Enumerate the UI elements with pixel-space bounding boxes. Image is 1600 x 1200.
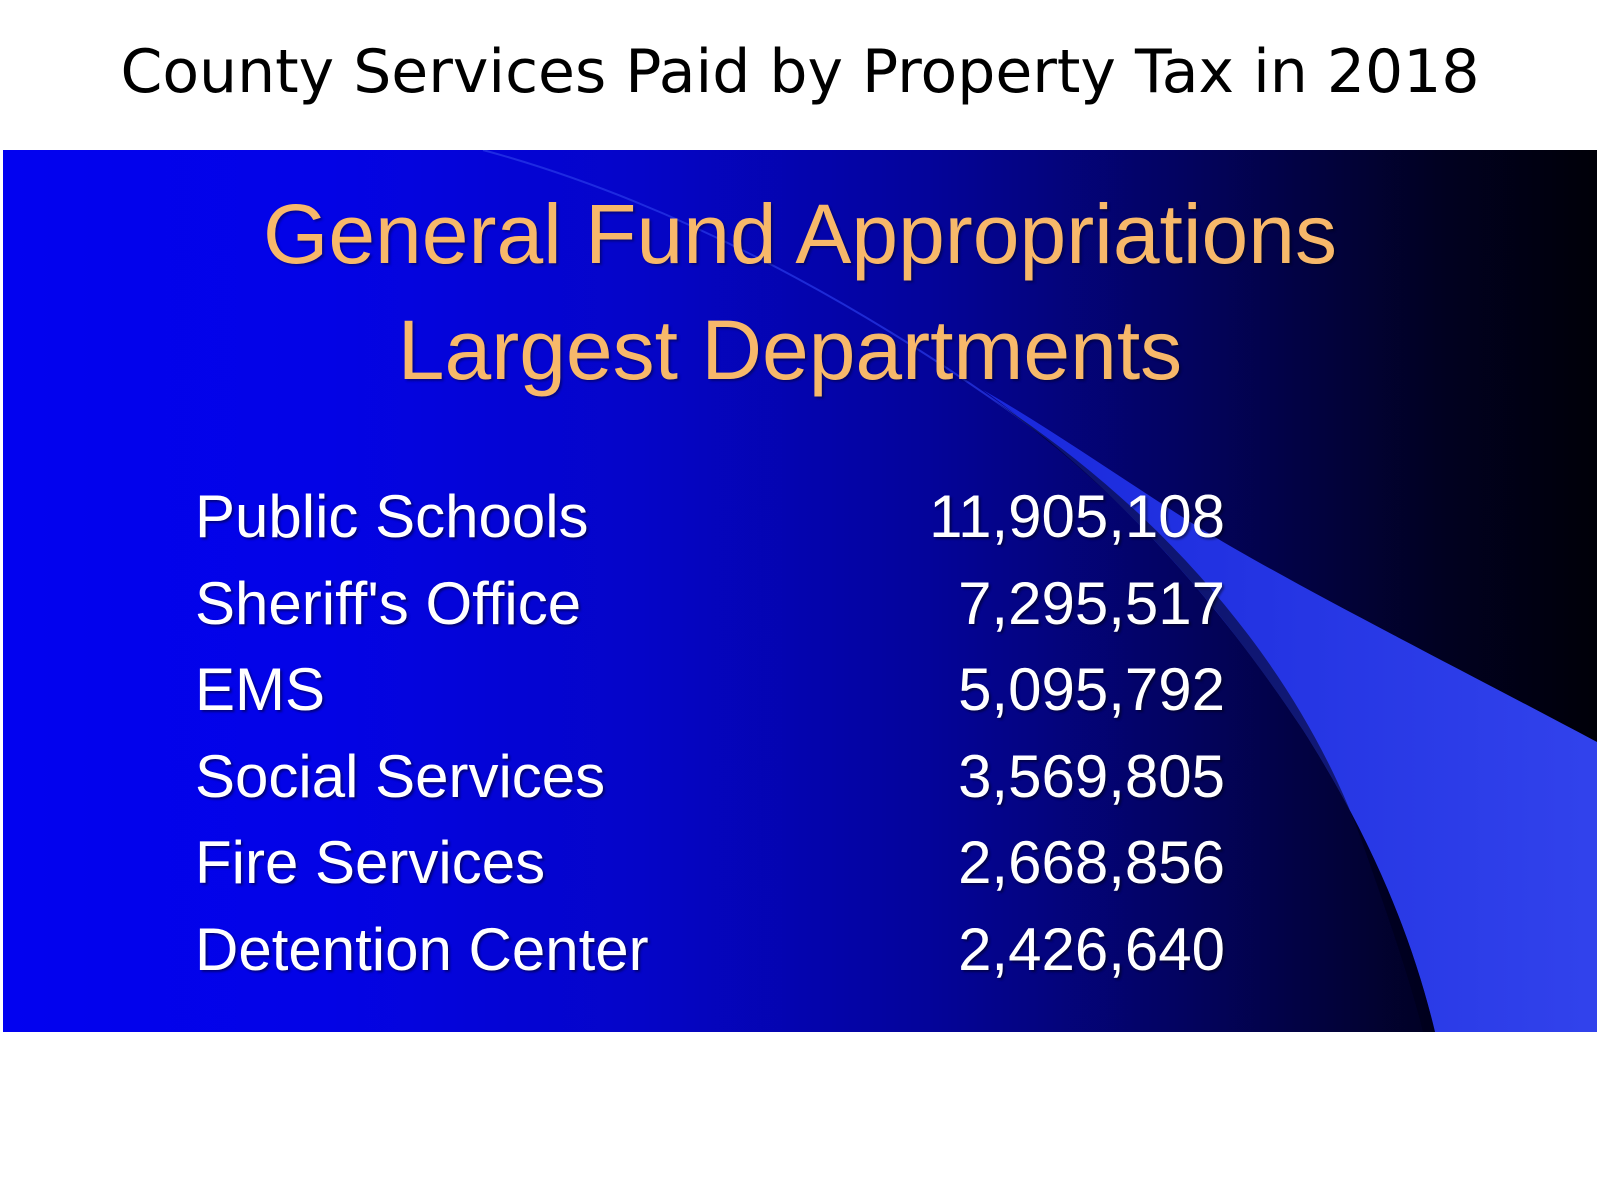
slide-heading-line2: Largest Departments <box>397 303 1183 397</box>
swoosh-band <box>983 390 1597 1032</box>
department-name: Fire Services <box>195 829 546 896</box>
department-amount: 3,569,805 <box>958 742 1225 810</box>
department-amount: 11,905,108 <box>929 483 1225 550</box>
slide-heading-line1: General Fund Appropriations <box>263 187 1337 281</box>
department-list: Public Schools 11,905,108 Sheriff's Offi… <box>195 474 1225 993</box>
department-name: EMS <box>195 656 326 723</box>
department-name: Sheriff's Office <box>195 569 582 637</box>
department-name: Detention Center <box>195 915 649 983</box>
department-amount: 2,426,640 <box>958 915 1225 983</box>
department-amount: 7,295,517 <box>958 569 1225 637</box>
decorative-swoosh <box>482 150 1597 1032</box>
department-name: Social Services <box>195 742 606 810</box>
slide: General Fund Appropriations Largest Depa… <box>3 150 1597 1032</box>
department-name: Public Schools <box>195 483 589 550</box>
swoosh-thin-line <box>482 150 1064 451</box>
page-title: County Services Paid by Property Tax in … <box>120 37 1480 107</box>
department-row: Public Schools 11,905,108 <box>195 474 1225 561</box>
department-row: EMS 5,095,792 <box>195 647 1225 734</box>
department-row: Detention Center 2,426,640 <box>195 907 1225 994</box>
department-row: Fire Services 2,668,856 <box>195 820 1225 907</box>
department-row: Sheriff's Office 7,295,517 <box>195 561 1225 648</box>
department-amount: 2,668,856 <box>958 829 1225 896</box>
department-amount: 5,095,792 <box>958 656 1225 723</box>
department-row: Social Services 3,569,805 <box>195 734 1225 821</box>
